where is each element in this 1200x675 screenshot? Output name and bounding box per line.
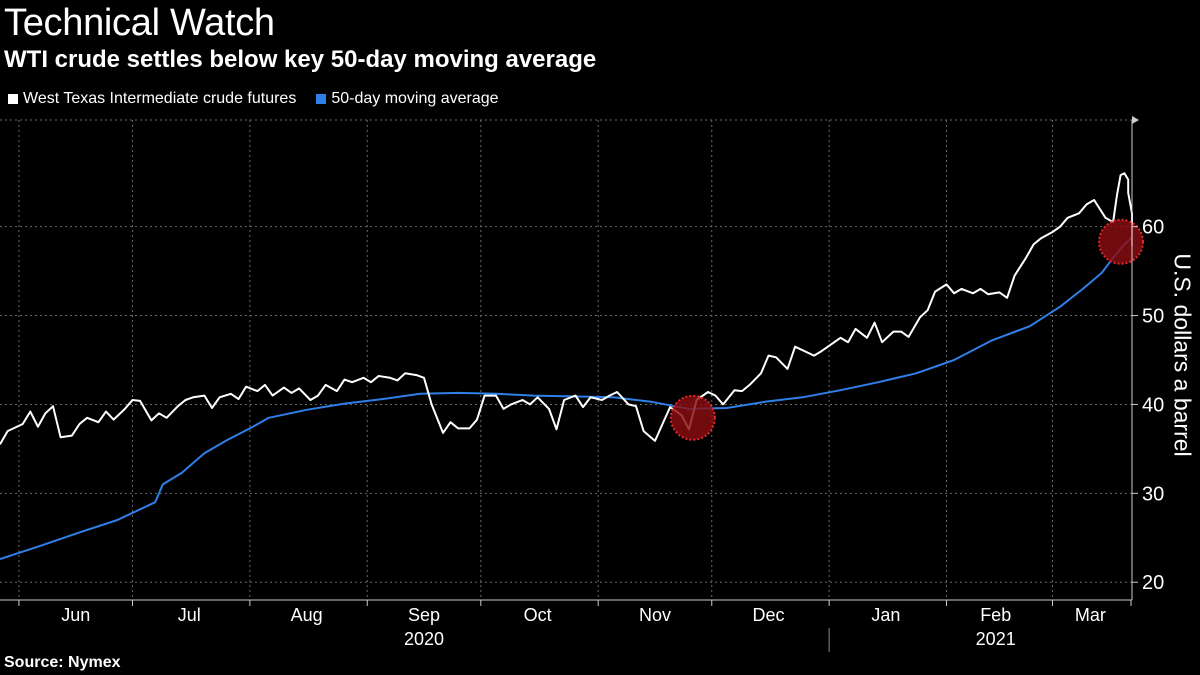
x-tick-label-nov: Nov: [639, 605, 671, 625]
legend: West Texas Intermediate crude futures 50…: [8, 90, 519, 108]
y-tick-label-50: 50: [1142, 306, 1164, 328]
x-tick-label-feb: Feb: [980, 605, 1011, 625]
source-note: Source: Nymex: [4, 654, 121, 671]
chart-subtitle: WTI crude settles below key 50-day movin…: [4, 46, 597, 73]
x-tick-label-jun: Jun: [61, 605, 90, 625]
x-tick-label-oct: Oct: [524, 605, 552, 625]
series-lines: [0, 172, 1133, 561]
x-tick-label-jan: Jan: [871, 605, 900, 625]
x-tick-label-dec: Dec: [753, 605, 785, 625]
y-tick-label-40: 40: [1142, 394, 1164, 416]
chart-title: Technical Watch: [4, 2, 275, 44]
legend-item-wti: West Texas Intermediate crude futures: [8, 90, 296, 108]
y-tick-label-20: 20: [1142, 572, 1164, 594]
x-year-label-2020: 2020: [404, 629, 444, 649]
legend-swatch-wti: [8, 94, 18, 104]
grid: [0, 119, 1132, 600]
legend-label-moving-average: 50-day moving average: [331, 90, 499, 107]
legend-item-moving-average: 50-day moving average: [316, 90, 499, 108]
y-tick-label-60: 60: [1142, 217, 1164, 239]
x-tick-label-mar: Mar: [1075, 605, 1106, 625]
highlight-markers: [669, 218, 1144, 441]
x-tick-label-sep: Sep: [408, 605, 440, 625]
legend-label-wti: West Texas Intermediate crude futures: [23, 90, 297, 107]
y-tick-label-30: 30: [1142, 483, 1164, 505]
y-axis-arrow: [1132, 116, 1139, 124]
x-tick-label-jul: Jul: [178, 605, 201, 625]
highlight-marker-1: [669, 394, 716, 441]
y-axis-label: U.S. dollars a barrel: [1169, 253, 1196, 457]
legend-swatch-moving-average: [316, 94, 327, 104]
axes: 20 30 40 50 60 Jun Jul Aug Sep Oct Nov Dec Jan Feb Mar…: [0, 116, 1164, 652]
x-tick-label-aug: Aug: [291, 605, 323, 625]
x-year-label-2021: 2021: [976, 629, 1016, 649]
wti-line: [0, 172, 1133, 445]
